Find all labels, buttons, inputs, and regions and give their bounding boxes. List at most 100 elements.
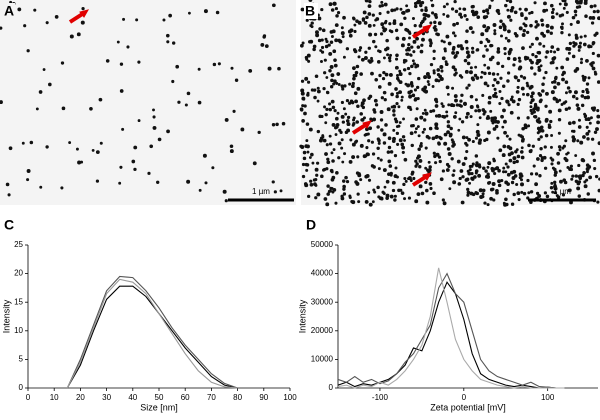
particle: [543, 145, 547, 149]
particle: [486, 39, 491, 44]
particle: [529, 84, 534, 89]
particle: [596, 53, 600, 58]
particle: [407, 176, 412, 181]
particle: [491, 168, 495, 173]
particle: [69, 34, 74, 39]
particle: [316, 99, 320, 103]
particle: [334, 201, 338, 205]
particle: [119, 62, 124, 66]
particle: [529, 23, 533, 28]
particle: [149, 144, 154, 149]
particle: [519, 150, 524, 154]
particle: [432, 57, 436, 61]
particle: [342, 192, 347, 196]
particle: [491, 181, 496, 186]
particle: [383, 2, 388, 7]
particle: [454, 71, 458, 75]
particle: [563, 156, 567, 161]
particle: [521, 46, 525, 50]
particle: [415, 63, 420, 68]
particle: [305, 122, 310, 126]
particle: [586, 192, 590, 196]
particle: [591, 40, 596, 45]
particle: [487, 95, 492, 100]
particle: [365, 174, 370, 178]
particle: [328, 134, 332, 138]
particle: [499, 76, 503, 80]
particle: [402, 58, 407, 62]
particle: [322, 87, 326, 91]
particle: [520, 139, 525, 143]
particle: [374, 18, 378, 22]
particle: [340, 114, 345, 119]
particle: [529, 66, 534, 70]
arrow-head: [362, 120, 373, 129]
particle: [596, 120, 600, 125]
particle: [386, 107, 391, 112]
particle: [459, 99, 463, 103]
particle: [411, 59, 415, 63]
particle: [485, 137, 489, 142]
particle: [531, 91, 535, 96]
particle: [482, 9, 486, 14]
particle: [351, 81, 355, 86]
particle: [316, 86, 320, 90]
particle: [429, 39, 433, 43]
particle: [424, 111, 429, 116]
y-tick-label: 40000: [311, 269, 334, 278]
particle: [320, 174, 324, 179]
particle: [541, 82, 545, 86]
particle: [466, 190, 471, 195]
particle: [353, 49, 358, 54]
particles-b: [299, 0, 600, 207]
particle: [408, 94, 413, 99]
particle: [380, 96, 384, 100]
particle: [549, 119, 553, 124]
particle: [477, 108, 482, 113]
particle: [537, 91, 541, 96]
particle: [421, 130, 425, 134]
particle: [376, 60, 381, 64]
particle: [423, 118, 427, 122]
particle: [520, 146, 524, 150]
particle: [474, 190, 478, 195]
particle: [398, 80, 403, 85]
particle: [583, 115, 587, 119]
particle: [475, 129, 480, 134]
particle: [517, 197, 521, 202]
particle: [597, 188, 600, 193]
particle: [495, 8, 500, 13]
particle: [345, 179, 350, 184]
particle: [465, 115, 469, 119]
particle: [445, 162, 450, 167]
particle: [42, 68, 46, 71]
particle: [68, 141, 72, 145]
particle: [447, 103, 451, 107]
particle: [466, 187, 470, 191]
particle: [320, 38, 324, 42]
particle: [407, 196, 412, 200]
particle: [217, 62, 221, 66]
particle: [306, 53, 311, 58]
particle: [573, 9, 578, 14]
x-tick-label: 80: [233, 393, 242, 402]
particle: [468, 26, 473, 31]
particle: [488, 180, 492, 184]
particle: [442, 40, 446, 44]
particle: [534, 182, 538, 187]
particle: [493, 87, 497, 91]
particle: [540, 31, 544, 36]
particle: [374, 45, 378, 49]
particle: [336, 111, 340, 115]
particle: [549, 156, 553, 160]
particle: [428, 165, 432, 169]
particle: [466, 193, 470, 197]
particle: [418, 184, 423, 189]
particle: [374, 103, 379, 107]
particle: [333, 108, 337, 113]
particle: [397, 105, 401, 109]
particle: [596, 200, 600, 204]
particle: [137, 60, 141, 64]
particle: [526, 84, 530, 88]
particle: [463, 102, 467, 106]
